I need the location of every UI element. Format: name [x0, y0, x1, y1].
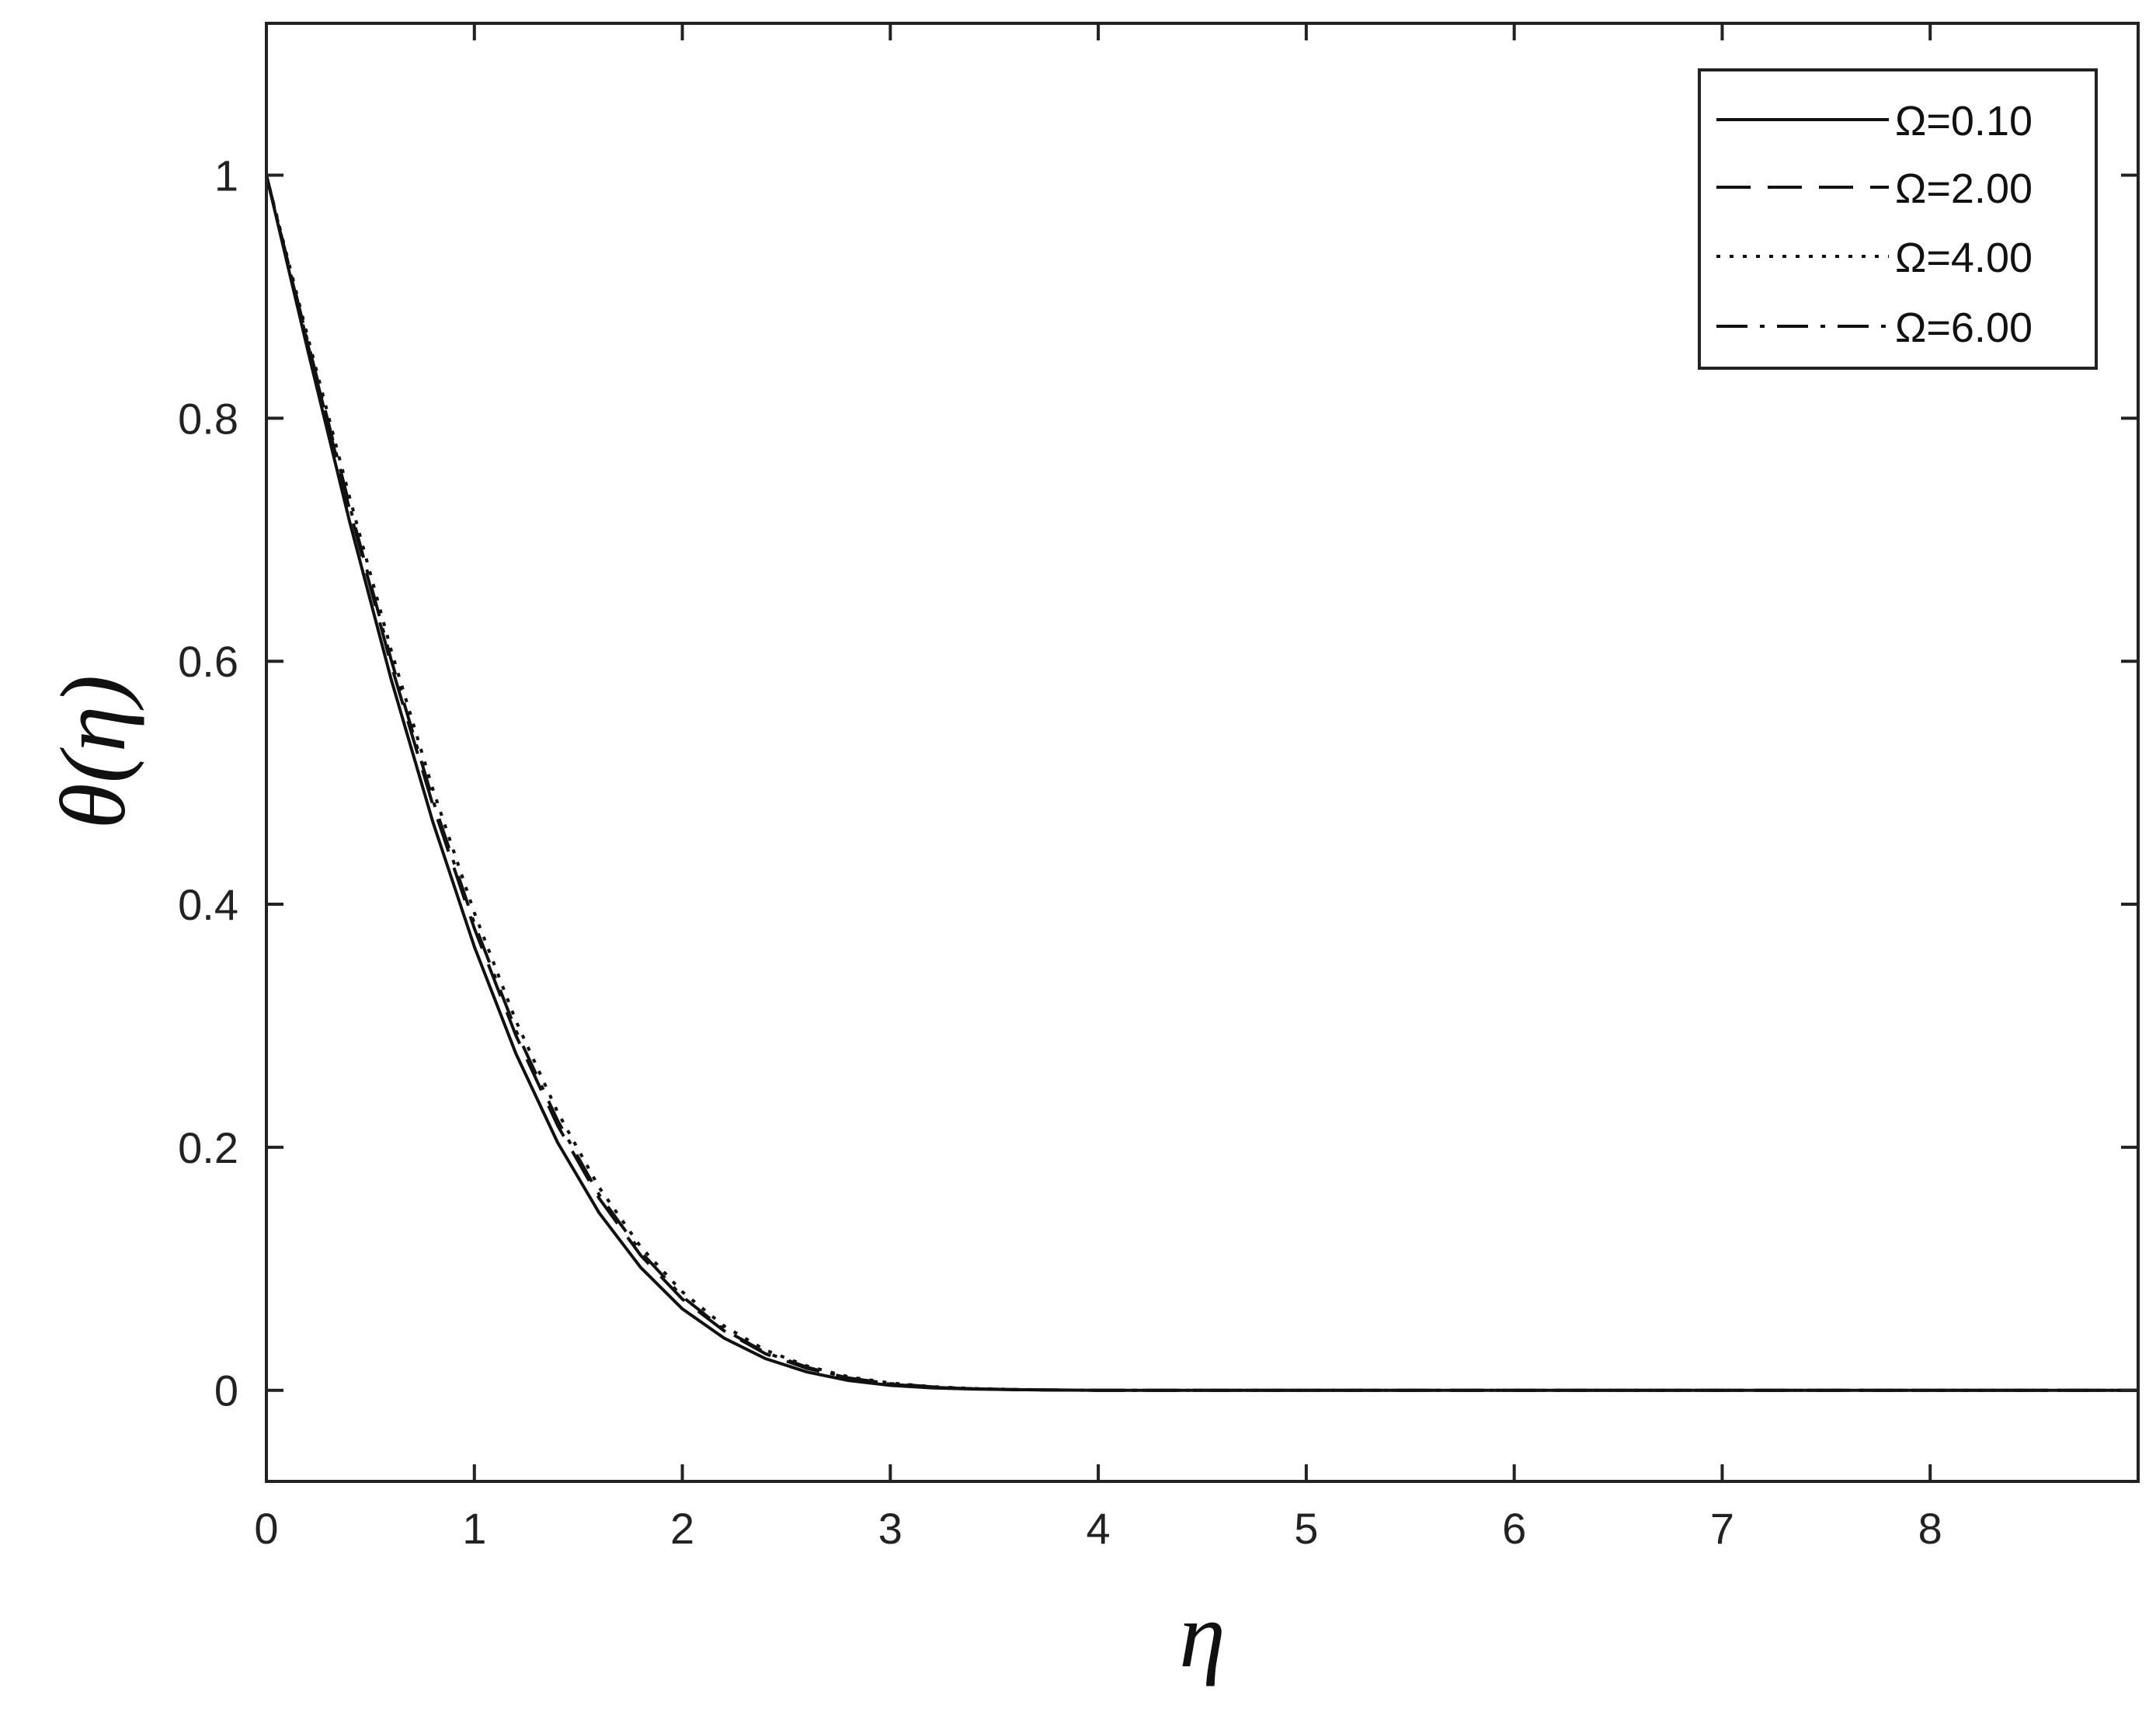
- x-tick-label: 0: [254, 1504, 278, 1553]
- x-tick-label: 8: [1918, 1504, 1942, 1553]
- legend: Ω=0.10 Ω=2.00 Ω=4.00 Ω=6.00: [1698, 68, 2098, 370]
- x-axis-label: η: [1179, 1583, 1226, 1686]
- x-tick-label: 3: [878, 1504, 902, 1553]
- y-tick-label: 0.4: [178, 880, 238, 929]
- x-tick-label: 5: [1294, 1504, 1318, 1553]
- x-tick-label: 1: [462, 1504, 486, 1553]
- y-tick-label: 0.2: [178, 1123, 238, 1172]
- plot-area-frame: [265, 22, 2140, 1483]
- series-line-4: [265, 175, 2138, 1392]
- x-tick-label: 4: [1087, 1504, 1111, 1553]
- legend-label-3: Ω=4.00: [1895, 235, 2033, 281]
- y-tick-label: 0: [214, 1366, 238, 1415]
- legend-label-1: Ω=0.10: [1895, 98, 2033, 144]
- legend-label-2: Ω=2.00: [1895, 165, 2033, 212]
- y-tick-label: 0.8: [178, 394, 238, 443]
- legend-label-4: Ω=6.00: [1895, 305, 2033, 351]
- series-layer: [265, 175, 2138, 1392]
- x-tick-label: 6: [1502, 1504, 1526, 1553]
- y-axis-label: θ(η): [41, 675, 144, 829]
- y-tick-label: 0.6: [178, 637, 238, 686]
- y-tick-label: 1: [214, 151, 238, 200]
- x-tick-label: 2: [670, 1504, 694, 1553]
- ticks-layer: 0 1 2 3 4 5 6 7 8 0 0.2 0.4 0.6 0.8 1: [178, 23, 2138, 1553]
- x-tick-label: 7: [1710, 1504, 1734, 1553]
